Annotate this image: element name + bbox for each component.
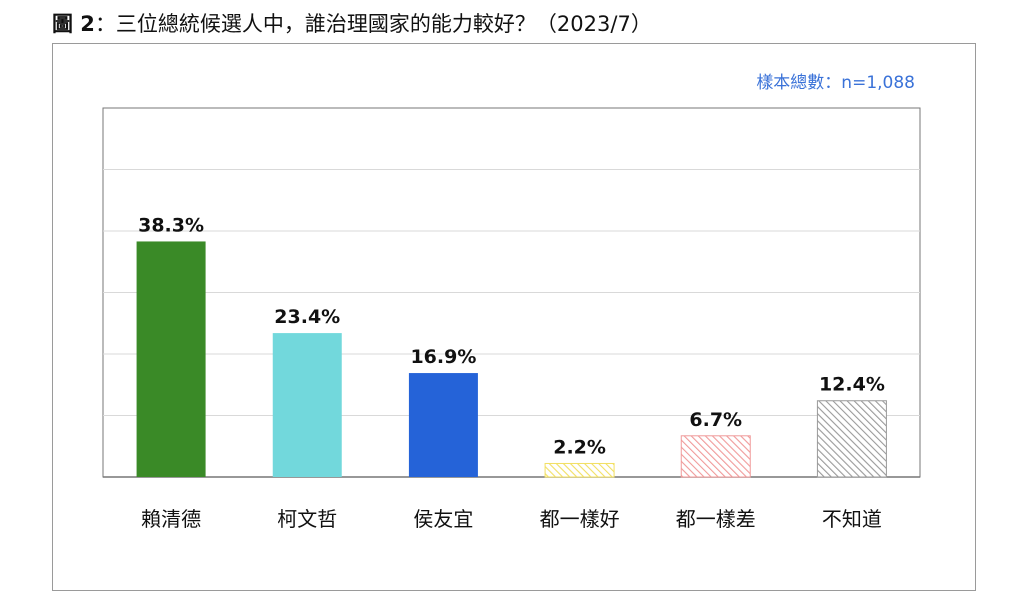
category-label: 賴清德: [141, 507, 201, 531]
bar-value-label: 38.3%: [138, 214, 204, 236]
category-label: 都一樣好: [540, 507, 620, 531]
chart-frame: 樣本總數：n=1,088: [52, 43, 976, 591]
bar: [408, 373, 478, 477]
category-label: 都一樣差: [676, 507, 756, 531]
bar: [816, 400, 887, 478]
sample-size-note: 樣本總數：n=1,088: [756, 73, 915, 93]
category-label: 柯文哲: [277, 507, 337, 531]
category-label: 不知道: [822, 507, 882, 531]
bar-value-label: 23.4%: [274, 306, 340, 328]
category-label: 侯友宜: [413, 507, 473, 531]
bar: [544, 462, 615, 478]
bar: [272, 333, 342, 477]
bar-value-label: 2.2%: [553, 436, 606, 458]
bar-value-label: 6.7%: [689, 409, 742, 431]
bar-value-label: 12.4%: [819, 374, 885, 396]
figure-title: 圖 2：三位總統候選人中，誰治理國家的能力較好？（2023/7）: [52, 8, 652, 38]
bar: [136, 241, 206, 477]
figure-number: 圖 2: [52, 12, 95, 36]
bar-value-label: 16.9%: [410, 346, 476, 368]
bar: [680, 435, 751, 478]
figure-title-text: ：三位總統候選人中，誰治理國家的能力較好？（2023/7）: [94, 12, 652, 36]
